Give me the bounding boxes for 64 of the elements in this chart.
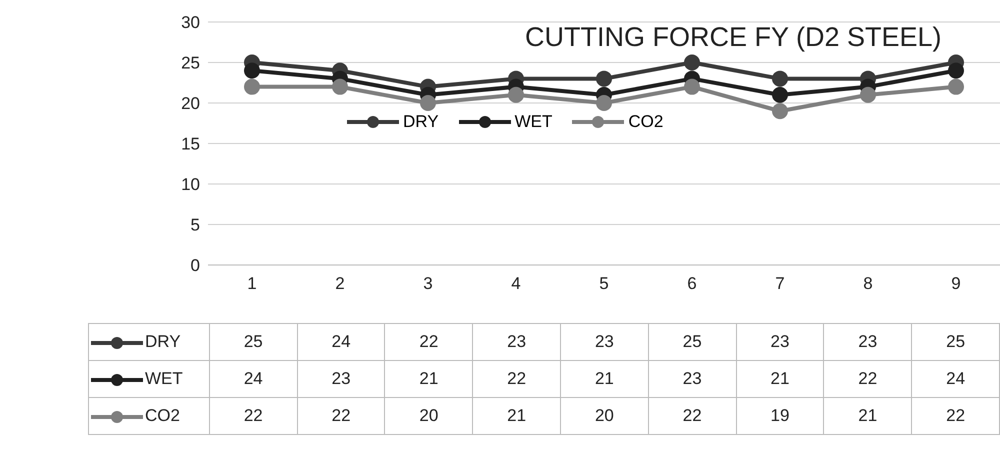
y-tick-label: 0 xyxy=(190,256,200,276)
data-label: 23 xyxy=(648,360,736,398)
data-label: 23 xyxy=(736,324,824,360)
point xyxy=(684,78,700,95)
data-label: 25 xyxy=(648,324,736,360)
data-label: 21 xyxy=(736,360,824,398)
point xyxy=(596,70,612,87)
point xyxy=(596,95,612,111)
point xyxy=(684,54,700,70)
chart-title: CUTTING FORCE FY (D2 STEEL) xyxy=(525,22,942,53)
data-label: 21 xyxy=(560,360,648,398)
point xyxy=(244,78,260,95)
point xyxy=(772,86,788,103)
data-label: 23 xyxy=(824,324,912,360)
data-label: 22 xyxy=(384,324,473,360)
legend-label: DRY xyxy=(402,112,439,132)
data-label: 24 xyxy=(912,360,1000,398)
x-tick-label: 8 xyxy=(863,274,873,294)
text: DRY xyxy=(145,332,181,351)
text: CO2 xyxy=(145,406,180,425)
legend-label: CO2 xyxy=(627,112,664,132)
x-tick-label: 5 xyxy=(599,274,609,294)
x-tick-label: 9 xyxy=(951,274,961,294)
x-tick-label: 3 xyxy=(423,274,433,294)
data-label: 21 xyxy=(472,398,561,434)
y-tick-label: 15 xyxy=(181,134,200,154)
point xyxy=(948,78,964,95)
data-label: 23 xyxy=(560,324,648,360)
x-tick-label: 2 xyxy=(335,274,345,294)
data-label: 23 xyxy=(297,360,385,398)
data-label: 24 xyxy=(297,324,385,360)
x-tick-label: 1 xyxy=(247,274,257,294)
data-label: 23 xyxy=(472,324,561,360)
x-tick-label: 6 xyxy=(687,274,697,294)
y-tick-label: 25 xyxy=(181,54,200,73)
data-label: 22 xyxy=(209,398,298,434)
point xyxy=(244,62,260,79)
point xyxy=(772,103,788,120)
point xyxy=(948,62,964,79)
data-label: 19 xyxy=(736,398,824,434)
data-label: 21 xyxy=(384,360,473,398)
y-tick-label: 5 xyxy=(190,216,200,235)
point xyxy=(508,86,524,103)
point xyxy=(332,78,348,95)
data-label: 22 xyxy=(824,360,912,398)
data-label: 20 xyxy=(560,398,648,434)
y-tick-label: 10 xyxy=(181,175,200,194)
x-tick-label: 7 xyxy=(775,274,785,294)
point xyxy=(860,86,876,103)
data-label: 21 xyxy=(824,398,912,434)
data-label: 22 xyxy=(648,398,736,434)
text: WET xyxy=(145,369,183,388)
data-label: 25 xyxy=(912,324,1000,360)
data-label: 22 xyxy=(297,398,385,434)
point xyxy=(420,95,436,111)
data-label: 22 xyxy=(472,360,561,398)
y-tick-label: 30 xyxy=(181,13,200,32)
x-tick-label: 4 xyxy=(511,274,521,294)
y-tick-label: 20 xyxy=(181,94,200,114)
data-label: 20 xyxy=(384,398,473,434)
data-label: 22 xyxy=(912,398,1000,434)
legend-label: WET xyxy=(514,112,552,132)
point xyxy=(772,70,788,87)
data-label: 24 xyxy=(209,360,298,398)
